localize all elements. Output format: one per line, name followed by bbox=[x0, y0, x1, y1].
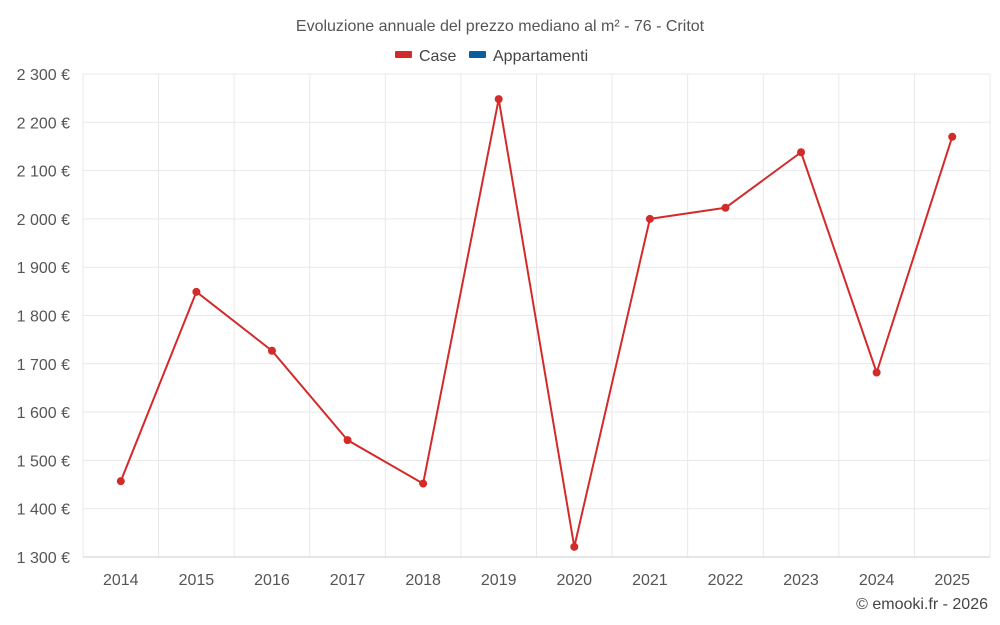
legend-label-appartamenti: Appartamenti bbox=[493, 48, 588, 65]
y-tick-label: 2 000 € bbox=[17, 212, 70, 229]
x-tick-label: 2022 bbox=[708, 572, 744, 589]
legend: Case Appartamenti bbox=[395, 48, 588, 65]
y-tick-label: 1 400 € bbox=[17, 502, 70, 519]
series-case bbox=[116, 95, 957, 551]
data-point-case-2025[interactable] bbox=[948, 132, 957, 141]
x-tick-label: 2023 bbox=[783, 572, 819, 589]
data-point-case-2018[interactable] bbox=[419, 479, 428, 488]
x-tick-label: 2021 bbox=[632, 572, 668, 589]
data-point-case-2023[interactable] bbox=[797, 148, 806, 157]
y-axis-ticks: 1 300 € 1 400 € 1 500 € 1 600 € 1 700 € 1 800… bbox=[17, 67, 70, 567]
x-tick-label: 2014 bbox=[103, 572, 139, 589]
data-point-case-2015[interactable] bbox=[192, 287, 201, 296]
data-point-case-2024[interactable] bbox=[872, 368, 881, 377]
x-tick-label: 2025 bbox=[934, 572, 970, 589]
legend-label-case: Case bbox=[419, 48, 456, 65]
x-tick-label: 2018 bbox=[405, 572, 441, 589]
data-point-case-2021[interactable] bbox=[645, 214, 654, 223]
x-tick-label: 2019 bbox=[481, 572, 517, 589]
legend-item-appartamenti[interactable]: Appartamenti bbox=[469, 48, 588, 65]
data-point-case-2022[interactable] bbox=[721, 203, 730, 212]
data-point-case-2017[interactable] bbox=[343, 436, 352, 445]
credit-text: © emooki.fr - 2026 bbox=[856, 596, 988, 613]
y-tick-label: 2 100 € bbox=[17, 164, 70, 181]
x-tick-label: 2015 bbox=[179, 572, 215, 589]
x-tick-label: 2024 bbox=[859, 572, 895, 589]
data-point-case-2016[interactable] bbox=[267, 346, 276, 355]
legend-swatch-appartamenti bbox=[469, 51, 486, 58]
x-axis-ticks: 2014 2015 2016 2017 2018 2019 2020 2021 2022 2023… bbox=[103, 572, 970, 589]
x-tick-label: 2020 bbox=[556, 572, 592, 589]
chart-title: Evoluzione annuale del prezzo mediano al… bbox=[296, 18, 705, 35]
y-tick-label: 1 600 € bbox=[17, 405, 70, 422]
y-tick-label: 1 800 € bbox=[17, 309, 70, 326]
y-tick-label: 2 300 € bbox=[17, 67, 70, 84]
x-gridlines bbox=[82, 74, 991, 557]
series-line-case bbox=[119, 98, 954, 548]
y-tick-label: 1 500 € bbox=[17, 453, 70, 470]
y-tick-label: 1 700 € bbox=[17, 357, 70, 374]
legend-swatch-case bbox=[395, 51, 412, 58]
legend-item-case[interactable]: Case bbox=[395, 48, 456, 65]
data-point-case-2019[interactable] bbox=[494, 95, 503, 104]
y-tick-label: 2 200 € bbox=[17, 115, 70, 132]
data-point-case-2014[interactable] bbox=[116, 477, 125, 486]
x-tick-label: 2016 bbox=[254, 572, 290, 589]
x-tick-label: 2017 bbox=[330, 572, 366, 589]
y-tick-label: 1 900 € bbox=[17, 260, 70, 277]
data-point-case-2020[interactable] bbox=[570, 542, 579, 551]
y-tick-label: 1 300 € bbox=[17, 550, 70, 567]
